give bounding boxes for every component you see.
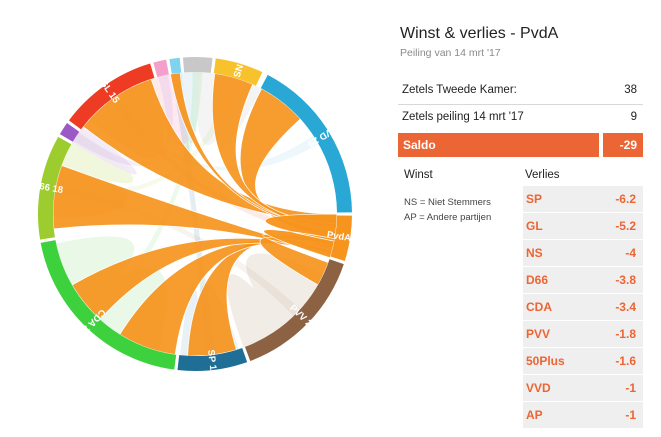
verlies-value: -3.8 bbox=[615, 273, 636, 287]
verlies-party: NS bbox=[526, 246, 543, 260]
stat-label: Zetels Tweede Kamer: bbox=[402, 84, 517, 96]
saldo-label: Saldo bbox=[403, 138, 436, 152]
arc-segment[interactable] bbox=[182, 57, 213, 73]
legend-note-ap: AP = Andere partijen bbox=[404, 212, 492, 223]
stat-value: 9 bbox=[630, 111, 637, 123]
arc-segment[interactable] bbox=[260, 74, 352, 213]
arc-segment[interactable] bbox=[244, 259, 344, 361]
stat-row-zetels-tk: Zetels Tweede Kamer: 38 bbox=[398, 79, 643, 103]
verlies-row: D66 -3.8 bbox=[523, 267, 643, 294]
verlies-value: -1 bbox=[625, 408, 636, 422]
arc-label: D66 18 bbox=[32, 180, 64, 196]
verlies-value: -6.2 bbox=[615, 192, 636, 206]
verlies-row: 50Plus -1.6 bbox=[523, 348, 643, 375]
verlies-value: -3.4 bbox=[615, 300, 636, 314]
verlies-row: NS -4 bbox=[523, 240, 643, 267]
arc-segment[interactable] bbox=[169, 57, 182, 74]
arc-segment[interactable] bbox=[59, 123, 80, 142]
background-chord bbox=[73, 74, 173, 167]
verlies-row: CDA -3.4 bbox=[523, 294, 643, 321]
verlies-value: -1 bbox=[625, 381, 636, 395]
verlies-value: -1.6 bbox=[615, 354, 636, 368]
background-chord bbox=[72, 124, 138, 175]
winst-header: Winst bbox=[404, 169, 433, 181]
saldo-value: -29 bbox=[619, 138, 637, 152]
arc-segment[interactable] bbox=[330, 215, 352, 261]
verlies-row: AP -1 bbox=[523, 402, 643, 429]
info-panel: Winst & verlies - PvdA Peiling van 14 mr… bbox=[398, 0, 661, 437]
verlies-party: SP bbox=[526, 192, 543, 206]
arc-segment[interactable] bbox=[40, 240, 177, 370]
verlies-party: AP bbox=[526, 408, 543, 422]
arc-label: NS bbox=[230, 63, 244, 79]
saldo-row: Saldo -29 bbox=[398, 133, 643, 157]
verlies-row: SP -6.2 bbox=[523, 186, 643, 213]
verlies-row: GL -5.2 bbox=[523, 213, 643, 240]
divider bbox=[398, 104, 643, 105]
arc-segment[interactable] bbox=[153, 59, 169, 78]
legend-note-ns: NS = Niet Stemmers bbox=[404, 197, 491, 208]
stat-value: 38 bbox=[624, 84, 637, 96]
verlies-table: SP -6.2 GL -5.2 NS -4 D66 -3.8 CDA -3.4 PVV -1… bbox=[523, 186, 643, 429]
page-subtitle: Peiling van 14 mrt '17 bbox=[400, 47, 501, 59]
stat-row-zetels-peiling: Zetels peiling 14 mrt '17 9 bbox=[398, 106, 643, 130]
arc-segment[interactable] bbox=[68, 63, 155, 130]
arc-segment[interactable] bbox=[38, 136, 72, 240]
saldo-value-box: -29 bbox=[603, 133, 643, 157]
flow-chord-pvv[interactable] bbox=[82, 78, 338, 225]
verlies-party: PVV bbox=[526, 327, 551, 341]
verlies-value: -1.8 bbox=[615, 327, 636, 341]
verlies-value: -5.2 bbox=[615, 219, 636, 233]
verlies-party: 50Plus bbox=[526, 354, 565, 368]
verlies-header: Verlies bbox=[525, 169, 560, 181]
verlies-value: -4 bbox=[625, 246, 636, 260]
saldo-label-box: Saldo bbox=[398, 133, 599, 157]
background-chord bbox=[226, 253, 324, 348]
arc-label: SP 15 bbox=[205, 349, 219, 376]
verlies-row: PVV -1.8 bbox=[523, 321, 643, 348]
arc-segment[interactable] bbox=[213, 58, 263, 86]
arc-segment[interactable] bbox=[177, 347, 248, 372]
page-title: Winst & verlies - PvdA bbox=[400, 25, 559, 42]
verlies-party: CDA bbox=[526, 300, 552, 314]
verlies-party: GL bbox=[526, 219, 543, 233]
verlies-party: VVD bbox=[526, 381, 551, 395]
verlies-party: D66 bbox=[526, 273, 549, 287]
stat-label: Zetels peiling 14 mrt '17 bbox=[402, 111, 524, 123]
verlies-row: VVD -1 bbox=[523, 375, 643, 402]
arc-label: PvdA 9 bbox=[326, 229, 359, 245]
